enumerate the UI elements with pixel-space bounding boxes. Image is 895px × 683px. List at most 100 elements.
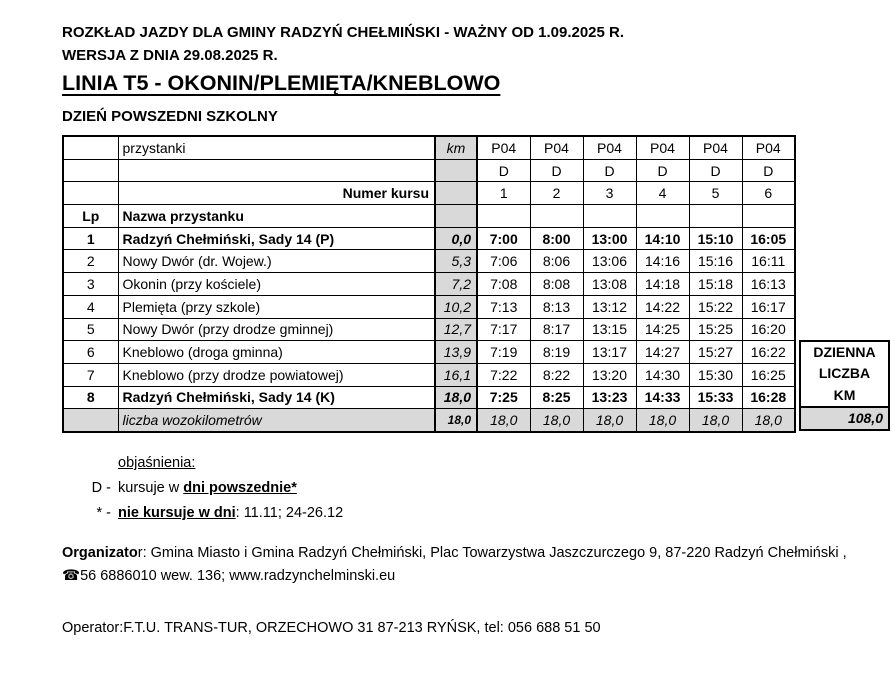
daily-km-box-line3: KM (833, 386, 856, 403)
time-cell: 14:33 (635, 385, 690, 410)
empty-cell (529, 204, 584, 228)
stop-name-cell: Radzyń Chełmiński, Sady 14 (K) (117, 385, 436, 410)
lp-cell: 2 (62, 249, 119, 274)
time-cell: 13:08 (582, 272, 637, 296)
phone-icon: ☎ (62, 568, 81, 584)
empty-cell (117, 158, 436, 183)
time-cell: 8:25 (529, 385, 584, 410)
empty-cell (476, 204, 531, 228)
stop-name-cell: Nowy Dwór (przy drodze gminnej) (117, 317, 436, 342)
lp-cell: 7 (62, 362, 119, 387)
summary-value-cell: 18,0 (529, 408, 584, 433)
legend-title-row: objaśnienia: (88, 451, 343, 476)
organizer-label-bold: Organizato (62, 545, 138, 561)
time-cell: 7:22 (476, 362, 531, 387)
course-number-cell: 2 (529, 181, 584, 206)
empty-cell (741, 204, 796, 228)
time-cell: 16:17 (741, 294, 796, 319)
km-cell: 13,9 (434, 340, 478, 364)
km-cell: 16,1 (434, 362, 478, 387)
legend-item-d: D - kursuje w dni powszednie* (88, 476, 343, 501)
stop-name-cell: Kneblowo (droga gminna) (117, 340, 436, 364)
time-cell: 14:25 (635, 317, 690, 342)
numer-kursu-label: Numer kursu (117, 181, 436, 206)
stop-name-cell: Kneblowo (przy drodze powiatowej) (117, 362, 436, 387)
summary-value-cell: 18,0 (635, 408, 690, 433)
day-code-cell: D (741, 158, 796, 183)
organizer-contact-text: 56 6886010 wew. 136; www.radzynchelminsk… (80, 568, 396, 584)
day-code-cell: D (635, 158, 690, 183)
empty-cell (635, 204, 690, 228)
legend-text-asterisk: nie kursuje w dni: 11.11; 24-26.12 (118, 501, 343, 526)
course-number-cell: 5 (688, 181, 743, 206)
legend-d-plain: kursuje w (118, 480, 184, 496)
time-cell: 8:17 (529, 317, 584, 342)
km-spacer-cell (434, 181, 478, 206)
col-header-nazwa: Nazwa przystanku (117, 204, 436, 228)
time-cell: 16:28 (741, 385, 796, 410)
organizer-line2: ☎56 6886010 wew. 136; www.radzynchelmins… (62, 568, 395, 584)
col-header-km: km (434, 135, 478, 160)
km-cell: 0,0 (434, 226, 478, 251)
time-cell: 7:19 (476, 340, 531, 364)
time-cell: 16:05 (741, 226, 796, 251)
legend-symbol-asterisk: * - (96, 505, 112, 521)
legend-text-d: kursuje w dni powszednie* (118, 476, 297, 501)
time-cell: 16:20 (741, 317, 796, 342)
time-cell: 16:11 (741, 249, 796, 274)
time-cell: 14:27 (635, 340, 690, 364)
time-cell: 15:25 (688, 317, 743, 342)
organizer-line1: Organizator: Gmina Miasto i Gmina Radzyń… (62, 545, 847, 561)
empty-cell (688, 204, 743, 228)
route-code-cell: P04 (688, 135, 743, 160)
time-cell: 14:16 (635, 249, 690, 274)
time-cell: 15:30 (688, 362, 743, 387)
time-cell: 13:17 (582, 340, 637, 364)
time-cell: 14:18 (635, 272, 690, 296)
empty-cell (62, 158, 119, 183)
time-cell: 13:12 (582, 294, 637, 319)
stop-name-cell: Okonin (przy kościele) (117, 272, 436, 296)
document-header-line2: WERSJA Z DNIA 29.08.2025 R. (62, 47, 278, 64)
lp-cell: 8 (62, 385, 119, 410)
km-cell: 7,2 (434, 272, 478, 296)
daily-km-box: DZIENNA LICZBA KM (799, 340, 890, 408)
summary-spacer-cell (62, 408, 119, 433)
summary-label: liczba wozokilometrów (117, 408, 436, 433)
legend-d-bold: dni powszednie* (183, 480, 297, 496)
day-code-cell: D (582, 158, 637, 183)
time-cell: 14:10 (635, 226, 690, 251)
time-cell: 15:27 (688, 340, 743, 364)
lp-cell: 5 (62, 317, 119, 342)
organizer-line1-rest: r: Gmina Miasto i Gmina Radzyń Chełmińsk… (137, 545, 847, 561)
summary-km-cell: 18,0 (434, 408, 478, 433)
time-cell: 7:25 (476, 385, 531, 410)
time-cell: 8:06 (529, 249, 584, 274)
course-number-cell: 6 (741, 181, 796, 206)
time-cell: 8:13 (529, 294, 584, 319)
time-cell: 7:17 (476, 317, 531, 342)
time-cell: 8:19 (529, 340, 584, 364)
time-cell: 14:22 (635, 294, 690, 319)
route-code-cell: P04 (529, 135, 584, 160)
km-cell: 18,0 (434, 385, 478, 410)
time-cell: 16:13 (741, 272, 796, 296)
time-cell: 7:08 (476, 272, 531, 296)
empty-cell (582, 204, 637, 228)
stop-name-cell: Plemięta (przy szkole) (117, 294, 436, 319)
summary-value-cell: 18,0 (688, 408, 743, 433)
km-cell: 5,3 (434, 249, 478, 274)
operator-info: Operator:F.T.U. TRANS-TUR, ORZECHOWO 31 … (62, 620, 601, 636)
time-cell: 7:00 (476, 226, 531, 251)
summary-value-cell: 18,0 (476, 408, 531, 433)
time-cell: 13:06 (582, 249, 637, 274)
route-code-cell: P04 (476, 135, 531, 160)
time-cell: 13:00 (582, 226, 637, 251)
time-cell: 15:18 (688, 272, 743, 296)
course-number-cell: 4 (635, 181, 690, 206)
time-cell: 8:22 (529, 362, 584, 387)
lp-cell: 1 (62, 226, 119, 251)
day-code-cell: D (476, 158, 531, 183)
time-cell: 8:00 (529, 226, 584, 251)
